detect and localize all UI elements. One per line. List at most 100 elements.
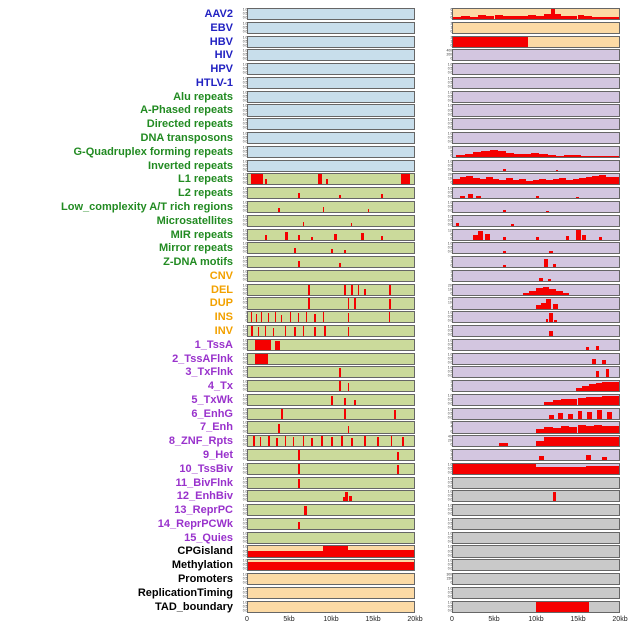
signal-bar bbox=[502, 210, 507, 213]
y-tick-label: 0 bbox=[450, 430, 452, 433]
y-axis-ticks: 630 bbox=[443, 8, 452, 20]
signal-bar bbox=[277, 208, 280, 213]
y-tick-label: 1.0 bbox=[242, 545, 247, 550]
signal-bar bbox=[292, 437, 295, 447]
signal-bar bbox=[560, 399, 570, 405]
y-tick-label: 0.0 bbox=[242, 292, 247, 296]
signal-bar bbox=[264, 235, 268, 240]
column-gap bbox=[415, 477, 443, 489]
y-tick-label: 0.5 bbox=[242, 467, 247, 471]
track-label: 15_Quies bbox=[184, 531, 233, 544]
track-panel-right bbox=[452, 228, 620, 241]
track-row: MIR repeats 1.00.50.0 1260 bbox=[0, 228, 630, 241]
signal-bar bbox=[297, 478, 300, 488]
y-tick-label: 0.5 bbox=[447, 246, 452, 250]
track-panel-right bbox=[452, 490, 620, 503]
y-axis-ticks: 1.0 0.5 0.0 bbox=[443, 339, 452, 351]
y-axis-ticks: 1.0 0.5 0.0 bbox=[443, 91, 452, 103]
y-tick-label: 6 bbox=[450, 8, 452, 11]
track-panel-left bbox=[247, 104, 415, 117]
signal-bar bbox=[536, 429, 545, 433]
y-tick-label: 1.0 bbox=[242, 573, 247, 577]
y-tick-label: 40 bbox=[448, 435, 452, 439]
signal-bar bbox=[499, 180, 507, 185]
signal-bar bbox=[472, 152, 482, 157]
y-axis-ticks: 1.0 0.5 0.0 bbox=[238, 559, 247, 571]
signal-bar bbox=[254, 339, 272, 350]
y-tick-label: 1.0 bbox=[447, 215, 452, 219]
track-panel-left bbox=[247, 8, 415, 21]
y-tick-label: 0.0 bbox=[242, 85, 247, 89]
y-axis-ticks: 1.0 0.5 0.0 bbox=[238, 380, 247, 392]
signal-bar bbox=[559, 178, 566, 185]
signal-bar bbox=[569, 398, 578, 405]
x-axis-right: 0 5kb 10kb 15kb 20kb bbox=[450, 615, 628, 627]
y-axis-ticks: 1.0 0.5 0.0 bbox=[238, 132, 247, 144]
y-tick-label: 0.0 bbox=[447, 112, 452, 117]
signal-bar bbox=[334, 234, 337, 240]
signal-bar bbox=[552, 400, 561, 405]
signal-bar bbox=[248, 551, 323, 557]
y-axis-ticks: 1.0 0.5 0.0 bbox=[443, 545, 452, 557]
signal-bar bbox=[339, 194, 341, 199]
track-label: CNV bbox=[209, 269, 233, 282]
track-row: 6_EnhG 1.0 0.5 0.0 1.0 0.5 0.0 bbox=[0, 407, 630, 420]
signal-bar bbox=[544, 401, 553, 405]
signal-bar bbox=[394, 409, 397, 419]
signal-bar bbox=[565, 179, 573, 185]
y-axis-ticks: 1.0 0.5 0.0 bbox=[443, 353, 452, 365]
y-tick-label: 1.0 bbox=[447, 159, 452, 164]
y-axis-ticks: 1.0 0.5 0.0 bbox=[238, 77, 247, 89]
track-panel-left bbox=[247, 49, 415, 62]
signal-bar bbox=[592, 358, 596, 364]
y-axis-ticks: 20100 bbox=[443, 284, 452, 296]
y-tick-label: 0.5 bbox=[447, 219, 452, 223]
signal-bar bbox=[585, 465, 619, 474]
signal-bar bbox=[489, 149, 498, 157]
signal-bar bbox=[602, 456, 608, 461]
signal-bar bbox=[549, 313, 553, 323]
track-panel-right bbox=[452, 35, 620, 48]
signal-bar bbox=[302, 436, 305, 447]
signal-bar bbox=[514, 153, 523, 157]
y-tick-label: 0.0 bbox=[242, 278, 247, 282]
signal-bar bbox=[549, 414, 555, 419]
track-rows: AAV21.00.50.0630EBV1.00.50.0210HBV1.00.5… bbox=[0, 8, 630, 613]
track-panel-right bbox=[452, 380, 620, 393]
y-tick-label: 0.5 bbox=[242, 12, 247, 16]
signal-bar bbox=[469, 16, 478, 20]
signal-bar bbox=[595, 382, 603, 392]
y-tick-label: 0 bbox=[450, 389, 452, 392]
signal-bar bbox=[522, 292, 530, 295]
track-row: CPGisland 1.0 0.5 0.0 1.0 0.5 0.0 bbox=[0, 545, 630, 558]
track-panel-right bbox=[452, 49, 620, 62]
y-tick-label: 0.0 bbox=[242, 140, 247, 144]
signal-bar bbox=[364, 436, 366, 447]
y-axis-ticks: 1.0 0.5 0.0 bbox=[238, 242, 247, 254]
y-tick-label: 0.0 bbox=[242, 236, 247, 241]
y-tick-label: 0.5 bbox=[242, 453, 247, 457]
signal-bar bbox=[314, 314, 316, 323]
y-tick-label: 1.0 bbox=[242, 49, 247, 53]
y-axis-ticks: 1.0 0.5 0.0 bbox=[238, 353, 247, 365]
y-axis-ticks: 1.0 0.5 0.0 bbox=[443, 63, 452, 75]
y-tick-label: 0.0 bbox=[447, 333, 452, 337]
y-tick-label: 0 bbox=[450, 581, 452, 584]
track-label: 11_BivFlnk bbox=[175, 476, 233, 489]
y-axis-ticks: 1.0 0.5 0.0 bbox=[238, 270, 247, 282]
y-tick-label: 0 bbox=[450, 444, 452, 447]
track-panel-right bbox=[452, 531, 620, 544]
track-panel-right bbox=[452, 586, 620, 599]
signal-bar bbox=[506, 152, 515, 157]
y-axis-ticks: 1.0 0.5 0.0 bbox=[238, 587, 247, 599]
signal-bar bbox=[322, 312, 324, 323]
track-row: Low_complexity A/T rich regions 1.0 0.5 0.0… bbox=[0, 200, 630, 214]
y-tick-label: 1.0 bbox=[447, 394, 452, 398]
track-label: G-Quadruplex forming repeats bbox=[73, 145, 233, 158]
column-gap bbox=[415, 49, 443, 61]
y-tick-label: 1.0 bbox=[242, 490, 247, 494]
track-row: 8_ZNF_Rpts 1.00.50.0 40200 bbox=[0, 435, 630, 448]
track-panel-right bbox=[452, 118, 620, 131]
y-axis-ticks: 1.0 0.5 0.0 bbox=[238, 256, 247, 268]
signal-bar bbox=[589, 155, 598, 157]
